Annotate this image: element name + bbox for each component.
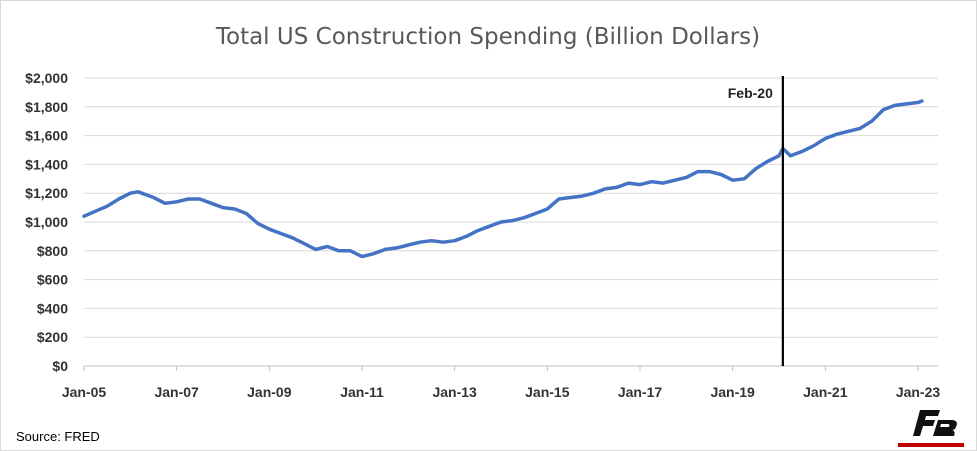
y-axis: $0 $200 $400 $600 $800 $1,000 $1,200 $1,400 $1,6… (25, 70, 68, 374)
x-axis: Jan-05 Jan-07 Jan-09 Jan-11 Jan-13 Jan-15 Jan-… (62, 366, 941, 400)
source-note: Source: FRED (16, 429, 100, 444)
y-tick-label: $2,000 (25, 70, 68, 86)
x-tick-label: Jan-19 (710, 384, 755, 400)
gridlines (84, 77, 938, 338)
iowa-farm-bureau-logo (896, 410, 966, 447)
x-tick-label: Jan-09 (247, 384, 292, 400)
annotation-layer: Feb-20 (728, 76, 784, 366)
y-tick-label: $1,200 (25, 185, 68, 201)
x-tick-label: Jan-07 (154, 384, 199, 400)
y-tick-label: $1,600 (25, 128, 68, 144)
x-tick-label: Jan-15 (525, 384, 570, 400)
y-tick-label: $1,800 (25, 99, 68, 115)
y-tick-label: $0 (52, 358, 68, 374)
series-layer (82, 99, 924, 259)
x-tick-label: Jan-17 (618, 384, 663, 400)
annotation-label: Feb-20 (728, 85, 773, 101)
x-tick-label: Jan-23 (896, 384, 941, 400)
y-tick-label: $1,000 (25, 214, 68, 230)
chart-title: Total US Construction Spending (Billion … (215, 24, 760, 50)
x-tick-label: Jan-21 (803, 384, 848, 400)
series-line (82, 99, 924, 259)
x-tick-label: Jan-05 (62, 384, 107, 400)
x-tick-label: Jan-13 (432, 384, 477, 400)
y-tick-label: $200 (37, 329, 68, 345)
y-tick-label: $600 (37, 272, 68, 288)
y-tick-label: $400 (37, 300, 68, 316)
y-tick-label: $800 (37, 243, 68, 259)
y-tick-label: $1,400 (25, 156, 68, 172)
x-tick-label: Jan-11 (340, 384, 384, 400)
